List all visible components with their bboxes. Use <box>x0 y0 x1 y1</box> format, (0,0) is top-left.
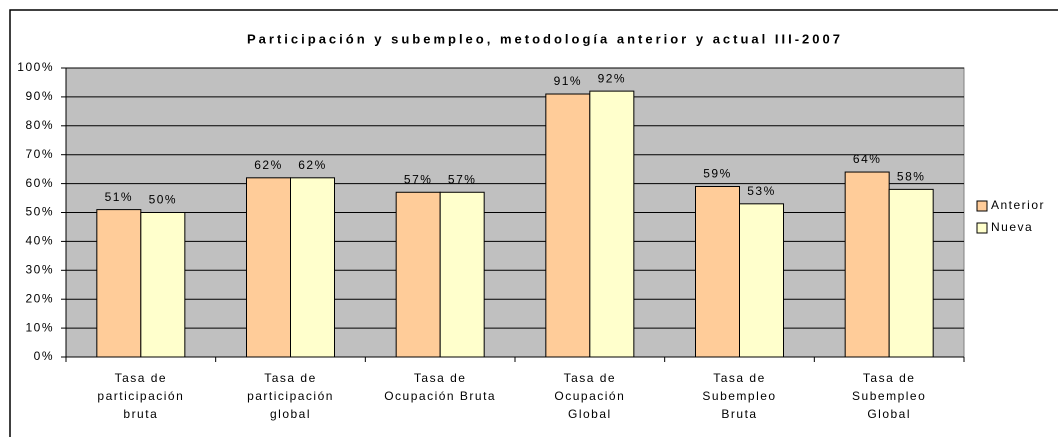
data-label: 64% <box>853 152 882 166</box>
x-tick-label: participación <box>97 389 184 403</box>
bar <box>140 212 186 358</box>
y-tick-label: 70% <box>25 147 54 161</box>
y-tick-label: 50% <box>25 205 54 219</box>
data-label: 57% <box>448 172 477 186</box>
bar <box>844 171 890 358</box>
legend-label: Anterior <box>991 198 1045 212</box>
data-label: 50% <box>149 193 178 207</box>
chart-title: Participación y subempleo, metodología a… <box>247 31 843 46</box>
data-label: 62% <box>254 158 283 172</box>
x-tick-label: Global <box>867 407 911 421</box>
data-label: 53% <box>747 184 776 198</box>
bar <box>395 191 441 358</box>
x-tick-label: Subempleo <box>852 389 926 403</box>
bar <box>589 90 635 358</box>
bar <box>545 93 591 358</box>
chart-frame <box>9 9 1058 437</box>
y-tick-label: 100% <box>17 60 54 74</box>
x-tick-label: Tasa de <box>713 371 766 385</box>
data-label: 62% <box>298 158 327 172</box>
x-tick-label: Tasa de <box>264 371 317 385</box>
y-tick-label: 30% <box>25 262 54 276</box>
x-tick-label: Ocupación Bruta <box>384 389 496 403</box>
bar <box>246 177 291 358</box>
x-tick-label: Global <box>568 407 612 421</box>
bar <box>96 209 142 358</box>
legend-label: Nueva <box>991 220 1033 234</box>
legend-swatch <box>976 222 988 234</box>
y-tick-label: 40% <box>25 234 54 248</box>
x-tick-label: participación <box>247 389 334 403</box>
bar <box>439 191 485 358</box>
legend-swatch <box>976 200 988 212</box>
bar <box>739 203 784 358</box>
data-label: 59% <box>703 167 732 181</box>
x-tick-label: Tasa de <box>115 371 168 385</box>
bar <box>888 188 934 358</box>
x-tick-label: Tasa de <box>863 371 916 385</box>
data-label: 57% <box>404 172 433 186</box>
x-tick-label: global <box>270 407 311 421</box>
data-label: 58% <box>897 170 926 184</box>
x-tick-label: Bruta <box>721 407 757 421</box>
y-tick-label: 60% <box>25 176 54 190</box>
x-tick-label: bruta <box>123 407 158 421</box>
y-tick-label: 90% <box>25 89 54 103</box>
data-label: 91% <box>554 74 583 88</box>
y-tick-label: 0% <box>34 349 54 363</box>
y-tick-label: 20% <box>25 291 54 305</box>
data-label: 92% <box>598 71 627 85</box>
x-tick-label: Tasa de <box>414 371 467 385</box>
x-tick-label: Subempleo <box>702 389 776 403</box>
bar <box>695 185 740 358</box>
data-label: 51% <box>105 190 134 204</box>
bar <box>290 177 335 358</box>
y-tick-label: 80% <box>25 118 54 132</box>
x-tick-label: Tasa de <box>564 371 617 385</box>
x-tick-label: Ocupación <box>554 389 625 403</box>
y-tick-label: 10% <box>25 320 54 334</box>
